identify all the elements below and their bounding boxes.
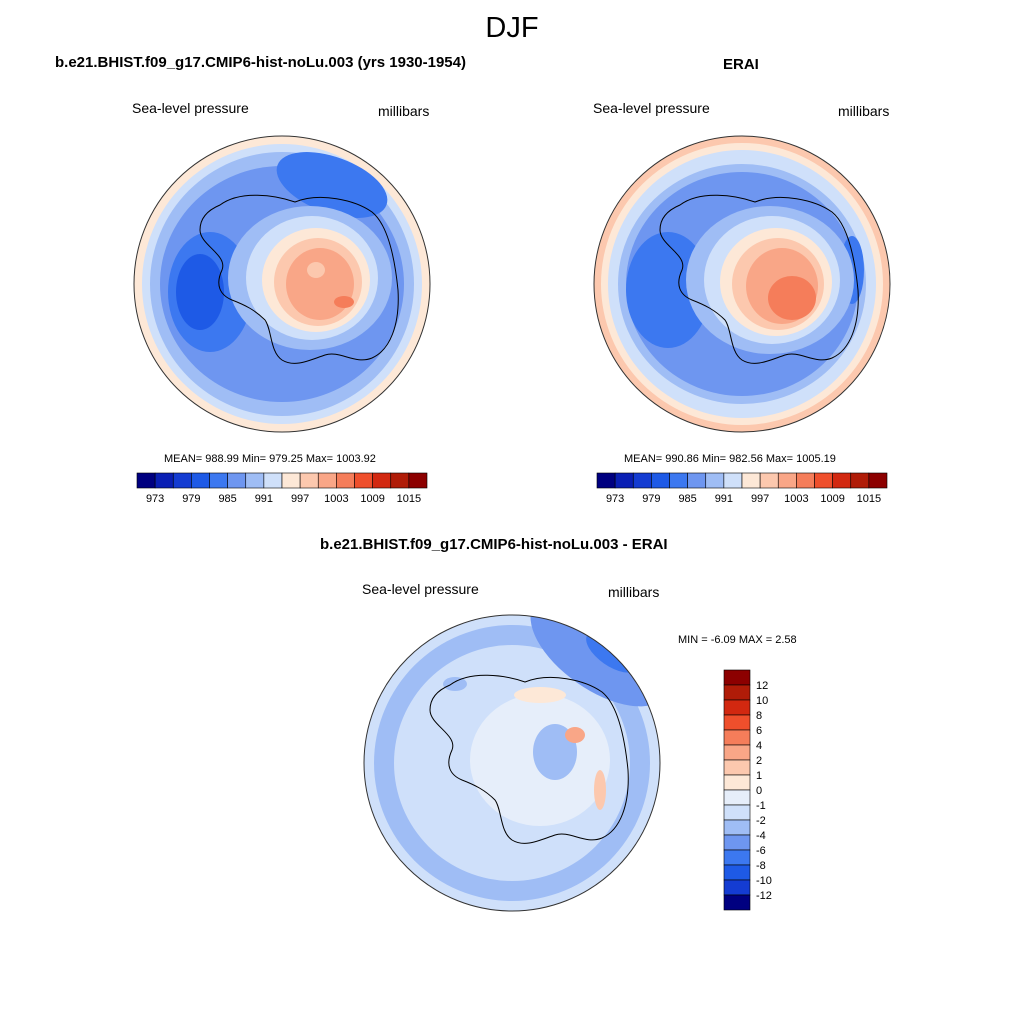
colorbar-swatch	[868, 472, 888, 489]
colorbar-tick-label: 979	[182, 493, 200, 505]
colorbar-tick-label: 973	[146, 493, 164, 505]
colorbar-tick-label: 1015	[397, 493, 421, 505]
colorbar-tick-label: 991	[255, 493, 273, 505]
colorbar-swatch	[723, 894, 751, 911]
obs-panel-title: ERAI	[723, 56, 759, 73]
colorbar-swatch	[390, 472, 410, 489]
colorbar-swatch	[723, 879, 751, 896]
colorbar-tick-label: 12	[756, 680, 768, 692]
colorbar-tick-label: -1	[756, 800, 766, 812]
colorbar-swatch	[723, 849, 751, 866]
obs-colorbar: 973 979 985 991 997 1003 1009 1015	[596, 472, 888, 505]
colorbar-swatch	[850, 472, 870, 489]
colorbar-swatch	[723, 819, 751, 836]
figure-title: DJF	[485, 12, 539, 44]
colorbar-swatch	[596, 472, 616, 489]
colorbar-tick-label: -4	[756, 830, 766, 842]
colorbar-tick-label: -10	[756, 875, 772, 887]
colorbar-swatch	[687, 472, 707, 489]
colorbar-swatch	[336, 472, 355, 489]
colorbar-swatch	[723, 774, 751, 791]
colorbar-swatch	[245, 472, 265, 489]
colorbar-swatch	[723, 699, 751, 716]
diff-panel-title: b.e21.BHIST.f09_g17.CMIP6-hist-noLu.003 …	[320, 536, 668, 553]
colorbar-tick-label: -8	[756, 860, 766, 872]
diff-map	[363, 614, 661, 912]
colorbar-swatch	[705, 472, 725, 489]
colorbar-tick-label: 2	[756, 755, 762, 767]
colorbar-tick-label: 0	[756, 785, 762, 797]
model-colorbar: 973 979 985 991 997 1003 1009 1015	[136, 472, 428, 505]
colorbar-tick-label: 1009	[820, 493, 844, 505]
colorbar-swatch	[372, 472, 392, 489]
colorbar-tick-label: 10	[756, 695, 768, 707]
colorbar-swatch	[281, 472, 301, 489]
colorbar-tick-label: 4	[756, 740, 762, 752]
model-stats: MEAN= 988.99 Min= 979.25 Max= 1003.92	[164, 453, 376, 465]
colorbar-swatch	[723, 864, 751, 881]
colorbar-swatch	[723, 804, 751, 821]
colorbar-tick-label: 1009	[360, 493, 384, 505]
colorbar-swatch	[191, 472, 210, 489]
colorbar-tick-label: 1015	[857, 493, 881, 505]
colorbar-swatch	[741, 472, 761, 489]
colorbar-tick-label: 985	[678, 493, 696, 505]
colorbar-swatch	[354, 472, 373, 489]
colorbar-tick-label: -12	[756, 890, 772, 902]
colorbar-swatch	[723, 744, 751, 761]
colorbar-tick-label: 997	[291, 493, 309, 505]
colorbar-swatch	[651, 472, 670, 489]
colorbar-swatch	[299, 472, 319, 489]
colorbar-swatch	[723, 789, 751, 806]
colorbar-swatch	[814, 472, 833, 489]
colorbar-swatch	[723, 759, 751, 776]
colorbar-tick-label: 1003	[324, 493, 348, 505]
diff-stats: MIN = -6.09 MAX = 2.58	[678, 634, 797, 646]
colorbar-swatch	[172, 472, 192, 489]
colorbar-swatch	[669, 472, 688, 489]
colorbar-swatch	[723, 834, 751, 851]
colorbar-swatch	[796, 472, 815, 489]
colorbar-swatch	[723, 714, 751, 731]
colorbar-tick-label: -2	[756, 815, 766, 827]
colorbar-swatch	[154, 472, 174, 489]
colorbar-swatch	[632, 472, 652, 489]
obs-stats: MEAN= 990.86 Min= 982.56 Max= 1005.19	[624, 453, 836, 465]
model-units-label: millibars	[378, 103, 430, 119]
colorbar-swatch	[723, 729, 751, 746]
colorbar-swatch	[227, 472, 247, 489]
colorbar-tick-label: 985	[218, 493, 236, 505]
obs-map	[593, 135, 891, 433]
colorbar-swatch	[263, 472, 283, 489]
colorbar-swatch	[408, 472, 428, 489]
diff-units-label: millibars	[608, 584, 660, 600]
colorbar-swatch	[723, 472, 743, 489]
colorbar-swatch	[723, 669, 751, 686]
colorbar-tick-label: 1	[756, 770, 762, 782]
model-panel-title: b.e21.BHIST.f09_g17.CMIP6-hist-noLu.003 …	[55, 54, 466, 71]
model-map	[133, 135, 431, 433]
colorbar-swatch	[136, 472, 156, 489]
colorbar-swatch	[832, 472, 852, 489]
colorbar-swatch	[317, 472, 337, 489]
colorbar-swatch	[777, 472, 797, 489]
obs-units-label: millibars	[838, 103, 890, 119]
colorbar-tick-label: 6	[756, 725, 762, 737]
colorbar-tick-label: 1003	[784, 493, 808, 505]
colorbar-tick-label: -6	[756, 845, 766, 857]
colorbar-swatch	[723, 684, 751, 701]
colorbar-tick-label: 997	[751, 493, 769, 505]
colorbar-tick-label: 979	[642, 493, 660, 505]
colorbar-tick-label: 8	[756, 710, 762, 722]
colorbar-swatch	[209, 472, 228, 489]
colorbar-tick-label: 991	[715, 493, 733, 505]
diff-field-label: Sea-level pressure	[362, 581, 479, 597]
colorbar-swatch	[759, 472, 779, 489]
colorbar-swatch	[614, 472, 634, 489]
obs-field-label: Sea-level pressure	[593, 100, 710, 116]
colorbar-tick-label: 973	[606, 493, 624, 505]
model-field-label: Sea-level pressure	[132, 100, 249, 116]
